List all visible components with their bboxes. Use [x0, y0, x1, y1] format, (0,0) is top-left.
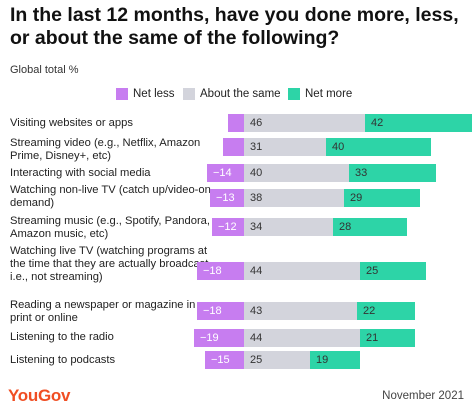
data-label-net-less: −13 [216, 192, 235, 204]
category-label: Visiting websites or apps [10, 117, 133, 129]
bar-net-less [194, 329, 244, 347]
bar-about-same [244, 329, 360, 347]
category-label: Reading a newspaper or magazine in print… [10, 299, 196, 324]
bar-net-more [349, 164, 436, 182]
bar-net-more [326, 138, 431, 156]
bar-net-more [360, 262, 426, 280]
bar-about-same [244, 218, 333, 236]
data-label-about-same: 40 [250, 167, 263, 179]
legend-swatch-net-more [288, 88, 300, 100]
bar-net-more [365, 114, 472, 132]
bar-net-less [210, 189, 244, 207]
bar-about-same [244, 189, 344, 207]
legend-label-net-less: Net less [133, 88, 175, 100]
legend-item-about-same: About the same [183, 88, 281, 100]
legend-swatch-net-less [116, 88, 128, 100]
data-label-net-less: −15 [211, 354, 230, 366]
bar-net-less [223, 138, 244, 156]
bar-about-same [244, 114, 365, 132]
legend-label-net-more: Net more [305, 88, 353, 100]
data-label-about-same: 34 [250, 221, 263, 233]
bar-about-same [244, 351, 310, 369]
data-label-about-same: 31 [250, 141, 263, 153]
legend-item-net-less: Net less [116, 88, 175, 100]
chart-legend: Net less About the same Net more [0, 88, 476, 104]
data-label-about-same: 44 [250, 265, 263, 277]
bar-net-more [344, 189, 420, 207]
data-label-about-same: 44 [250, 332, 263, 344]
chart-subtitle: Global total % [10, 64, 79, 76]
data-label-about-same: 38 [250, 192, 263, 204]
bar-net-more [333, 218, 407, 236]
bar-about-same [244, 138, 326, 156]
data-label-about-same: 46 [250, 117, 263, 129]
data-label-net-more: 21 [366, 332, 379, 344]
data-label-net-more: 25 [366, 265, 379, 277]
data-label-net-less: −19 [200, 332, 219, 344]
data-label-net-less: −12 [218, 221, 237, 233]
category-label: Watching non-live TV (catch up/video-on-… [10, 184, 215, 209]
bar-net-less [228, 114, 244, 132]
category-label: Streaming video (e.g., Netflix, Amazon P… [10, 137, 201, 162]
data-label-net-more: 19 [316, 354, 329, 366]
bar-net-less [212, 218, 244, 236]
bar-about-same [244, 262, 360, 280]
legend-item-net-more: Net more [288, 88, 352, 100]
data-label-net-more: 40 [332, 141, 345, 153]
data-label-net-more: 22 [363, 305, 376, 317]
chart-title: In the last 12 months, have you done mor… [10, 4, 459, 49]
bar-net-less [197, 262, 244, 280]
footer-date: November 2021 [382, 390, 464, 402]
category-label: Interacting with social media [10, 167, 151, 179]
category-label: Streaming music (e.g., Spotify, Pandora,… [10, 215, 211, 240]
bar-net-less [205, 351, 244, 369]
data-label-net-less: −18 [203, 265, 222, 277]
legend-swatch-about-same [183, 88, 195, 100]
data-label-about-same: 25 [250, 354, 263, 366]
bar-net-more [360, 329, 415, 347]
data-label-net-less: −18 [203, 305, 222, 317]
category-label: Listening to the radio [10, 331, 114, 343]
category-label: Listening to podcasts [10, 354, 116, 366]
bar-about-same [244, 302, 357, 320]
data-label-net-less: −14 [213, 167, 232, 179]
bar-about-same [244, 164, 349, 182]
bar-net-more [310, 351, 360, 369]
bar-net-less [207, 164, 244, 182]
data-label-net-more: 29 [350, 192, 363, 204]
data-label-net-more: 28 [339, 221, 352, 233]
category-label: Watching live TV (watching programs at t… [10, 245, 209, 283]
yougov-logo: YouGov [8, 386, 71, 405]
legend-label-about-same: About the same [200, 88, 281, 100]
data-label-net-more: 42 [371, 117, 384, 129]
bar-net-more [357, 302, 415, 320]
data-label-about-same: 43 [250, 305, 263, 317]
bar-net-less [197, 302, 244, 320]
data-label-net-more: 33 [355, 167, 368, 179]
